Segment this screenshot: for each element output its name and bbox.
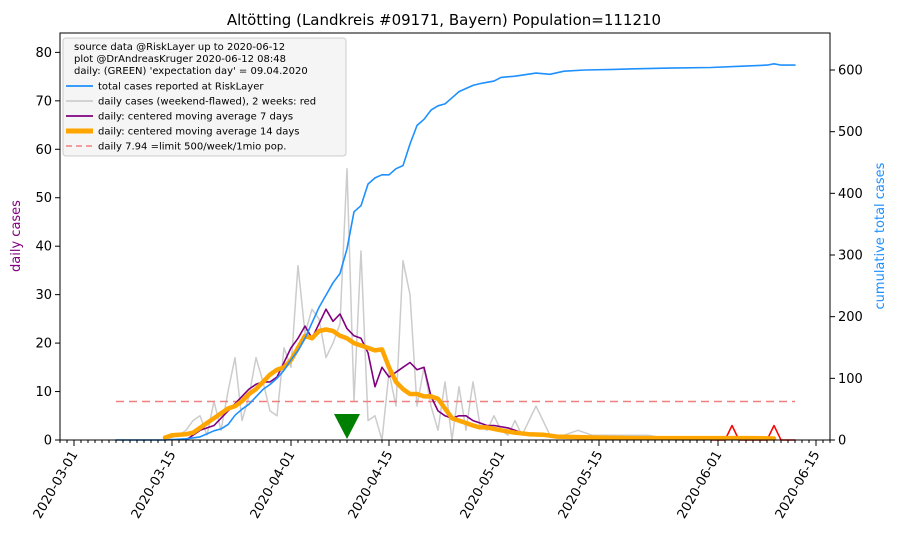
x-tick-label: 2020-05-15 bbox=[556, 449, 607, 522]
right-axis: 0 100 200 300 400 500 600 bbox=[830, 64, 863, 449]
right-axis-label: cumulative total cases bbox=[873, 162, 888, 309]
x-tick-label: 2020-05-01 bbox=[458, 449, 509, 522]
daily-cases-line bbox=[115, 167, 705, 441]
ma14-line bbox=[162, 327, 777, 441]
x-tick-label: 2020-06-01 bbox=[675, 449, 726, 522]
ma7-line bbox=[185, 308, 775, 441]
left-tick-label: 80 bbox=[35, 46, 52, 61]
expectation-day-marker bbox=[334, 414, 360, 439]
legend-header-1: source data @RiskLayer up to 2020-06-12 bbox=[74, 42, 285, 53]
left-tick-label: 30 bbox=[35, 288, 52, 303]
x-tick-label: 2020-04-15 bbox=[346, 449, 397, 522]
cumulative-line bbox=[115, 62, 796, 441]
legend-box bbox=[62, 37, 347, 157]
plot-series bbox=[115, 62, 796, 441]
chart-title: Altötting (Landkreis #09171, Bayern) Pop… bbox=[227, 11, 661, 29]
legend-label-limit: daily 7.94 =limit 500/week/1mio pop. bbox=[98, 142, 286, 153]
right-tick-label: 100 bbox=[838, 372, 863, 387]
left-tick-label: 40 bbox=[35, 240, 52, 255]
x-axis: 2020-03-01 2020-03-15 2020-04-01 2020-04-15… bbox=[31, 440, 831, 522]
right-tick-label: 300 bbox=[838, 249, 863, 264]
left-tick-label: 10 bbox=[35, 385, 52, 400]
x-tick-label: 2020-06-15 bbox=[773, 449, 824, 522]
x-tick-label: 2020-04-01 bbox=[248, 449, 299, 522]
left-axis: 0 10 20 30 40 50 60 70 80 bbox=[35, 46, 60, 449]
left-tick-label: 60 bbox=[35, 143, 52, 158]
right-tick-label: 400 bbox=[838, 187, 863, 202]
left-axis-label: daily cases bbox=[9, 200, 24, 272]
right-tick-label: 0 bbox=[838, 434, 846, 449]
right-tick-label: 200 bbox=[838, 310, 863, 325]
legend-header-3: daily: (GREEN) 'expectation day' = 09.04… bbox=[74, 66, 308, 77]
right-tick-label: 500 bbox=[838, 125, 863, 140]
left-tick-label: 70 bbox=[35, 94, 52, 109]
x-tick-label: 2020-03-01 bbox=[31, 449, 82, 522]
legend: source data @RiskLayer up to 2020-06-12 … bbox=[62, 37, 347, 157]
left-tick-label: 20 bbox=[35, 337, 52, 352]
legend-label-cumulative: total cases reported at RiskLayer bbox=[98, 82, 264, 93]
x-tick-label: 2020-03-15 bbox=[129, 449, 180, 522]
legend-label-ma14: daily: centered moving average 14 days bbox=[98, 127, 299, 138]
left-tick-label: 50 bbox=[35, 191, 52, 206]
legend-label-daily: daily cases (weekend-flawed), 2 weeks: r… bbox=[98, 97, 316, 108]
legend-header-2: plot @DrAndreasKruger 2020-06-12 08:48 bbox=[74, 54, 286, 65]
plot-frame bbox=[59, 32, 831, 441]
legend-label-ma7: daily: centered moving average 7 days bbox=[98, 112, 293, 123]
left-tick-label: 0 bbox=[44, 434, 52, 449]
right-tick-label: 600 bbox=[838, 64, 863, 79]
